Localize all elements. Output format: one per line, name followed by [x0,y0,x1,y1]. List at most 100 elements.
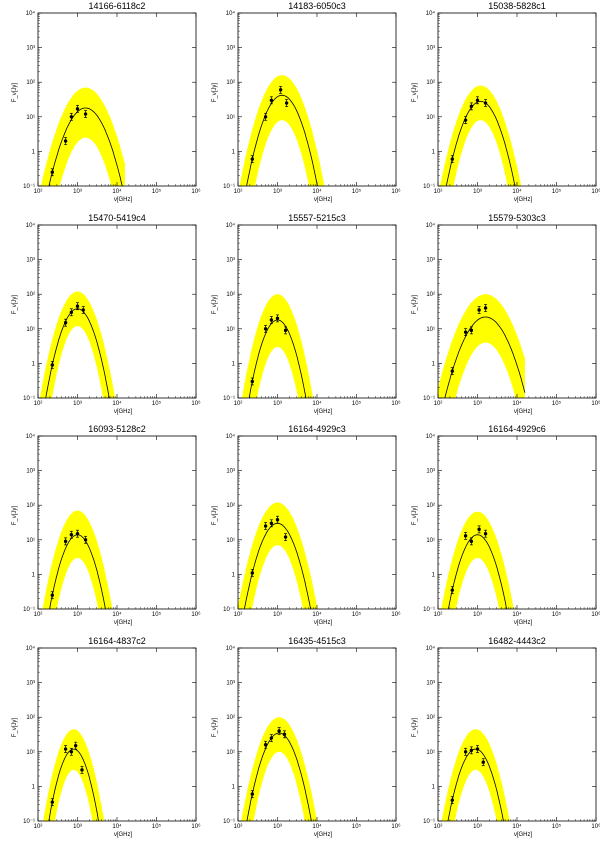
y-tick-label: 1 [232,361,236,367]
y-tick-label: 10⁴ [226,10,236,17]
data-marker [63,539,68,544]
y-tick-label: 10⁴ [226,222,236,229]
uncertainty-band [39,291,116,398]
data-marker [450,369,454,373]
data-point [450,586,454,595]
data-point [450,367,454,375]
y-tick-label: 10² [226,292,235,298]
y-tick-label: 1 [432,784,436,790]
y-tick-label: 1 [32,361,36,367]
y-tick-label: 10¹ [226,750,235,756]
x-tick-label: 10³ [273,824,282,830]
data-point [83,110,88,118]
x-tick-label: 10³ [473,401,482,407]
uncertainty-band [238,502,318,609]
y-axis-label: F_ν[Jy] [212,83,218,103]
x-tick-label: 10⁴ [512,400,522,407]
data-marker [73,744,78,748]
data-marker [50,363,54,367]
x-tick-label: 10⁶ [591,400,600,407]
data-point [463,532,468,540]
data-point [269,96,274,105]
x-axis-label: ν[GHz] [514,832,533,838]
x-tick-label: 10³ [273,189,282,195]
data-point [277,727,281,735]
y-tick-label: 10³ [426,258,435,264]
uncertainty-band [242,294,314,398]
y-tick-label: 1 [232,572,236,578]
y-tick-label: 10³ [26,258,35,264]
data-marker [75,107,80,111]
data-point [477,525,481,534]
data-point [80,766,84,774]
data-point [283,533,288,541]
y-tick-label: 10¹ [226,538,235,544]
x-tick-label: 10⁶ [391,611,401,618]
x-tick-label: 10⁶ [191,188,201,195]
data-point [75,104,80,113]
uncertainty-band [40,87,125,186]
chart-title: 14166-6118c2 [89,1,146,11]
data-marker [263,524,268,528]
x-tick-label: 10⁶ [391,823,401,830]
data-marker [283,535,288,539]
axes-frame [437,12,597,187]
y-axis-label: F_ν[Jy] [412,295,418,315]
chart-title: 15038-5828c1 [488,1,546,11]
x-tick-label: 10⁴ [312,188,322,195]
data-point [469,746,474,755]
y-tick-label: 10² [426,292,435,298]
data-marker [50,593,54,597]
data-marker [250,792,254,796]
x-tick-label: 10⁵ [152,611,162,618]
y-tick-label: 10⁻¹ [423,819,435,825]
data-point [469,326,474,335]
y-tick-label: 10¹ [426,750,435,756]
chart-panel: 10² 10³ 10⁴ 10⁵ 10⁶ 10⁻¹ 1 10¹ 10² 10³ 10⁴ 15579-53… [412,213,600,415]
data-point [63,318,68,327]
data-point [275,314,280,323]
y-tick-label: 10² [426,715,435,721]
data-marker [483,306,488,310]
uncertainty-band [441,511,514,609]
x-tick-label: 10³ [73,401,82,407]
y-tick-label: 10⁴ [226,645,236,652]
y-tick-label: 10¹ [26,538,35,544]
x-tick-label: 10² [34,824,43,830]
y-tick-label: 10² [426,80,435,86]
data-marker [275,518,280,522]
x-axis-label: ν[GHz] [314,832,333,838]
data-point [263,740,268,749]
x-tick-label: 10² [234,401,243,407]
x-tick-label: 10⁵ [152,823,162,830]
chart-title: 16164-4929c6 [488,424,546,434]
data-point [250,790,254,798]
x-tick-label: 10² [234,189,243,195]
data-point [463,328,468,337]
y-axis-label: F_ν[Jy] [12,718,18,738]
data-marker [69,533,74,537]
data-point [284,99,289,107]
data-marker [69,310,74,314]
data-point [50,591,54,600]
y-tick-label: 10² [226,503,235,509]
y-tick-label: 10⁴ [426,645,436,652]
x-tick-label: 10² [434,401,443,407]
y-tick-label: 10³ [26,46,35,52]
y-tick-label: 1 [432,572,436,578]
y-tick-label: 10⁴ [26,433,36,440]
y-tick-label: 10³ [226,46,235,52]
x-tick-label: 10⁵ [552,188,562,195]
data-marker [278,88,283,92]
chart-title: 15470-5419c4 [88,213,146,223]
data-marker [469,328,474,333]
y-tick-label: 10⁻¹ [223,819,235,825]
x-tick-label: 10⁵ [152,400,162,407]
data-marker [483,532,488,536]
y-tick-label: 10⁻¹ [423,184,435,190]
y-tick-label: 10⁻¹ [23,396,35,402]
y-tick-label: 10³ [26,681,35,687]
y-tick-label: 10¹ [26,750,35,756]
data-point [463,747,468,756]
uncertainty-band [239,75,325,186]
